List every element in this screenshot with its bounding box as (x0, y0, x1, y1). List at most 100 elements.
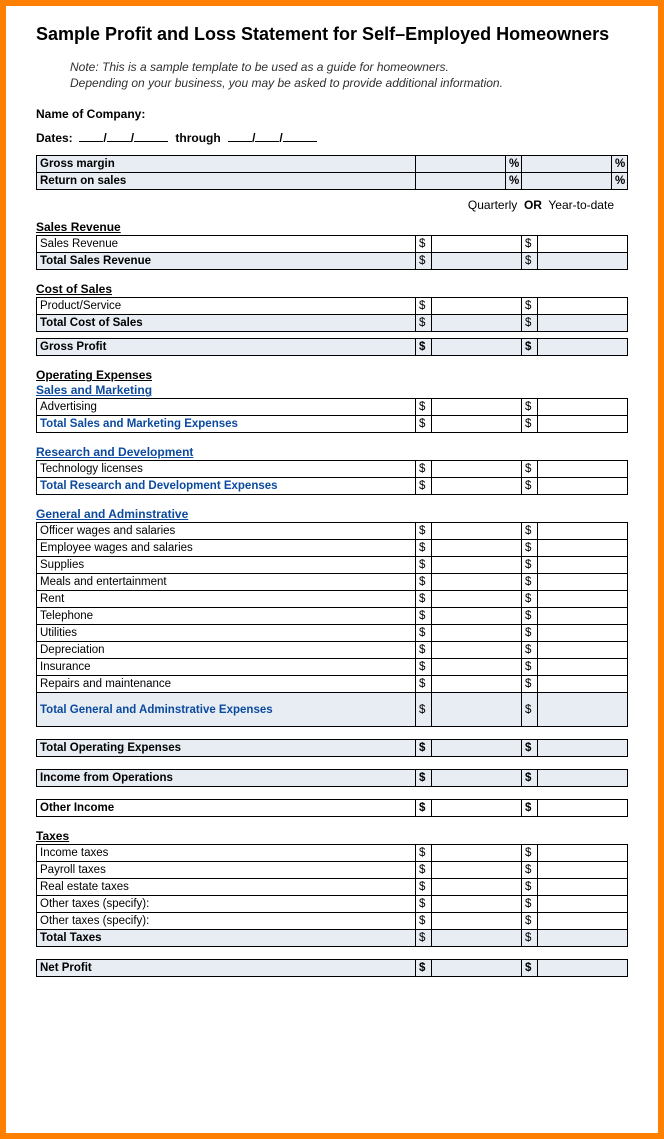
currency-prefix: $ (522, 461, 538, 478)
subheading-sales-marketing: Sales and Marketing (36, 383, 628, 397)
note-block: Note: This is a sample template to be us… (70, 59, 628, 91)
currency-prefix: $ (522, 339, 538, 356)
currency-prefix: $ (522, 298, 538, 315)
value-cell[interactable] (432, 557, 522, 574)
value-cell[interactable] (538, 800, 628, 817)
value-cell[interactable] (432, 896, 522, 913)
value-cell[interactable] (416, 173, 506, 190)
value-cell[interactable] (538, 236, 628, 253)
percent-suffix: % (506, 156, 522, 173)
currency-prefix: $ (522, 930, 538, 947)
row-label: Product/Service (37, 298, 416, 315)
total-operating-expenses-row: Total Operating Expenses$$ (36, 739, 628, 757)
date-blank[interactable] (107, 131, 131, 142)
value-cell[interactable] (432, 770, 522, 787)
value-cell[interactable] (432, 591, 522, 608)
currency-prefix: $ (416, 913, 432, 930)
date-blank[interactable] (228, 131, 252, 142)
currency-prefix: $ (522, 315, 538, 332)
value-cell[interactable] (538, 693, 628, 727)
value-cell[interactable] (538, 461, 628, 478)
value-cell[interactable] (432, 913, 522, 930)
value-cell[interactable] (538, 523, 628, 540)
value-cell[interactable] (538, 574, 628, 591)
currency-prefix: $ (416, 845, 432, 862)
value-cell[interactable] (432, 879, 522, 896)
percent-suffix: % (612, 156, 628, 173)
value-cell[interactable] (538, 557, 628, 574)
value-cell[interactable] (538, 315, 628, 332)
value-cell[interactable] (538, 879, 628, 896)
currency-prefix: $ (416, 770, 432, 787)
value-cell[interactable] (432, 399, 522, 416)
value-cell[interactable] (538, 896, 628, 913)
row-label: Return on sales (37, 173, 416, 190)
value-cell[interactable] (538, 676, 628, 693)
value-cell[interactable] (432, 574, 522, 591)
value-cell[interactable] (538, 862, 628, 879)
row-label: Total Sales Revenue (37, 253, 416, 270)
row-label: Total Research and Development Expenses (37, 478, 416, 495)
row-label: Net Profit (37, 960, 416, 977)
value-cell[interactable] (432, 800, 522, 817)
value-cell[interactable] (432, 642, 522, 659)
value-cell[interactable] (538, 625, 628, 642)
row-label: Officer wages and salaries (37, 523, 416, 540)
value-cell[interactable] (522, 156, 612, 173)
value-cell[interactable] (538, 913, 628, 930)
value-cell[interactable] (538, 253, 628, 270)
currency-prefix: $ (416, 960, 432, 977)
percent-suffix: % (506, 173, 522, 190)
value-cell[interactable] (432, 339, 522, 356)
currency-prefix: $ (522, 862, 538, 879)
value-cell[interactable] (538, 659, 628, 676)
section-heading-sales-revenue: Sales Revenue (36, 220, 628, 234)
value-cell[interactable] (432, 540, 522, 557)
period-or: OR (524, 198, 542, 212)
value-cell[interactable] (522, 173, 612, 190)
date-blank[interactable] (283, 131, 317, 142)
value-cell[interactable] (432, 416, 522, 433)
value-cell[interactable] (432, 236, 522, 253)
value-cell[interactable] (432, 253, 522, 270)
value-cell[interactable] (538, 770, 628, 787)
value-cell[interactable] (538, 608, 628, 625)
date-blank[interactable] (79, 131, 103, 142)
value-cell[interactable] (432, 315, 522, 332)
value-cell[interactable] (538, 642, 628, 659)
value-cell[interactable] (432, 930, 522, 947)
value-cell[interactable] (432, 478, 522, 495)
currency-prefix: $ (522, 478, 538, 495)
value-cell[interactable] (538, 845, 628, 862)
value-cell[interactable] (538, 298, 628, 315)
value-cell[interactable] (538, 960, 628, 977)
dates-row: Dates: // through // (36, 131, 628, 145)
value-cell[interactable] (538, 591, 628, 608)
value-cell[interactable] (538, 399, 628, 416)
value-cell[interactable] (432, 693, 522, 727)
value-cell[interactable] (416, 156, 506, 173)
value-cell[interactable] (432, 298, 522, 315)
value-cell[interactable] (538, 540, 628, 557)
value-cell[interactable] (432, 625, 522, 642)
value-cell[interactable] (432, 659, 522, 676)
date-blank[interactable] (134, 131, 168, 142)
value-cell[interactable] (432, 608, 522, 625)
value-cell[interactable] (432, 523, 522, 540)
value-cell[interactable] (538, 339, 628, 356)
value-cell[interactable] (432, 960, 522, 977)
currency-prefix: $ (416, 523, 432, 540)
value-cell[interactable] (538, 740, 628, 757)
currency-prefix: $ (416, 557, 432, 574)
value-cell[interactable] (538, 930, 628, 947)
value-cell[interactable] (538, 478, 628, 495)
dates-through: through (175, 131, 220, 145)
value-cell[interactable] (432, 862, 522, 879)
value-cell[interactable] (432, 845, 522, 862)
currency-prefix: $ (522, 913, 538, 930)
value-cell[interactable] (432, 461, 522, 478)
value-cell[interactable] (432, 740, 522, 757)
value-cell[interactable] (432, 676, 522, 693)
value-cell[interactable] (538, 416, 628, 433)
date-blank[interactable] (255, 131, 279, 142)
